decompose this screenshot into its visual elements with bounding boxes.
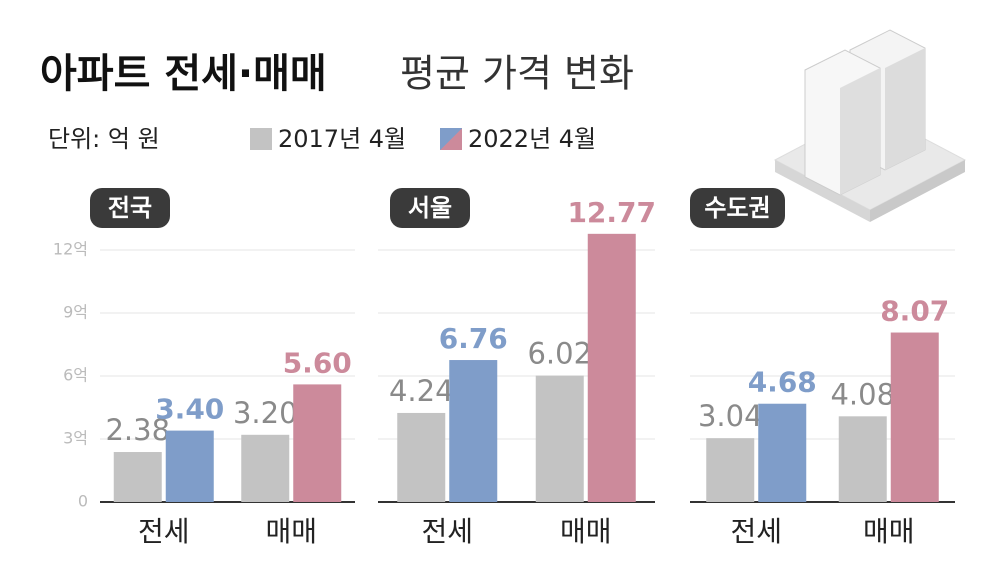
y-tick-label: 12억 (53, 240, 88, 259)
building-illustration (773, 29, 967, 222)
value-label: 8.07 (880, 295, 949, 328)
value-label: 6.02 (527, 337, 592, 371)
value-label: 6.76 (439, 322, 508, 355)
y-tick-label: 3억 (63, 429, 88, 448)
x-tick-label: 매매 (265, 515, 317, 548)
value-label: 12.77 (567, 196, 656, 229)
value-label: 4.68 (748, 366, 817, 399)
value-label: 4.24 (389, 374, 454, 408)
x-tick-label: 매매 (560, 515, 612, 548)
y-tick-label: 6억 (63, 366, 88, 385)
bar (838, 416, 887, 502)
value-label: 3.20 (233, 396, 298, 430)
legend-swatch (440, 128, 462, 150)
title-bold: 아파트 전세·매매 (40, 51, 327, 97)
value-label: 3.40 (155, 393, 224, 426)
bar (535, 375, 584, 502)
panel-title: 전국 (108, 194, 152, 222)
bar (165, 430, 214, 502)
bar (293, 384, 342, 502)
title-light: 평균 가격 변화 (400, 52, 634, 96)
x-tick-label: 매매 (863, 515, 915, 548)
legend-swatch (250, 128, 272, 150)
bar (706, 438, 755, 502)
x-tick-label: 전세 (138, 515, 190, 548)
x-tick-label: 전세 (421, 515, 473, 548)
unit-label: 단위: 억 원 (48, 125, 160, 153)
bar (241, 434, 290, 502)
panel-pill (690, 188, 785, 228)
panel-pill (390, 188, 470, 228)
value-label: 2.38 (105, 413, 170, 447)
panel-pill (90, 188, 170, 228)
bar (397, 412, 446, 502)
panel-title: 서울 (408, 194, 452, 222)
value-label: 5.60 (283, 346, 352, 379)
legend-label: 2022년 4월 (468, 125, 596, 153)
legend-label: 2017년 4월 (278, 125, 406, 153)
bar (449, 360, 498, 502)
value-label: 4.08 (830, 377, 895, 411)
bar (113, 452, 162, 502)
y-tick-label: 9억 (63, 303, 88, 322)
bar (890, 332, 939, 502)
panel-title: 수도권 (704, 194, 770, 222)
x-tick-label: 전세 (730, 515, 782, 548)
bar (758, 403, 807, 502)
y-tick-label: 0 (78, 492, 88, 511)
value-label: 3.04 (698, 399, 763, 433)
bar (587, 233, 636, 502)
